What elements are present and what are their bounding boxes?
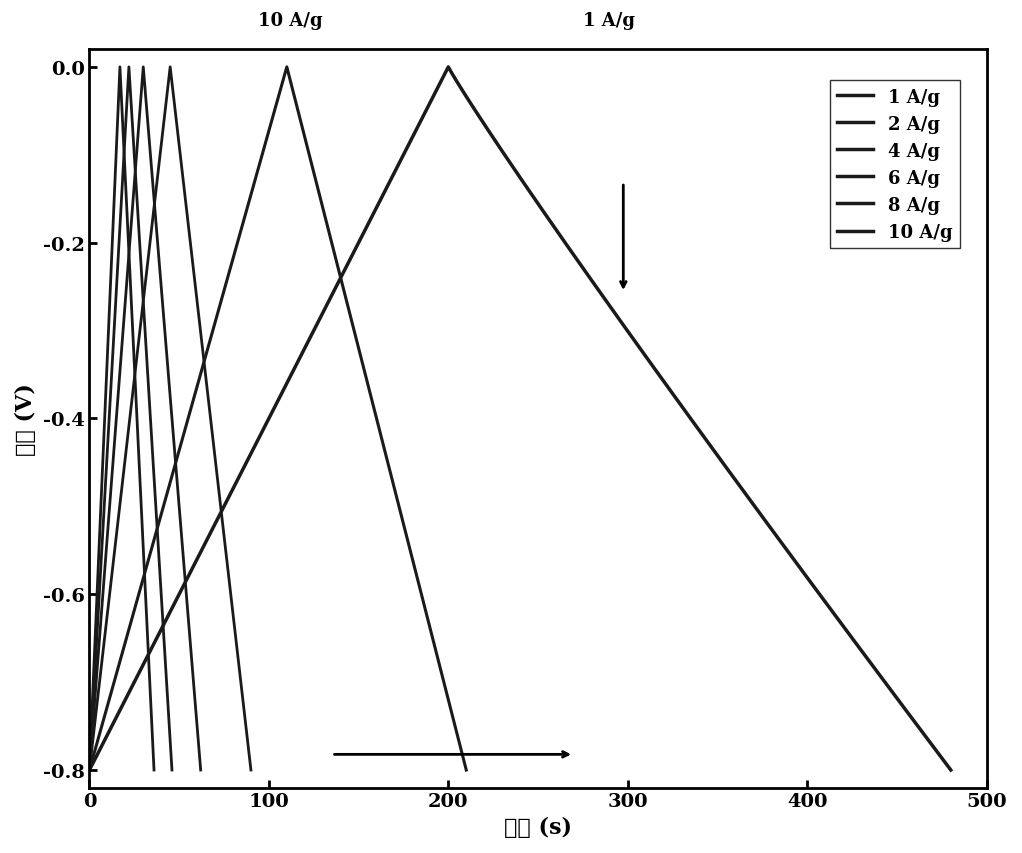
Text: 10 A/g: 10 A/g (259, 12, 323, 30)
Text: 1 A/g: 1 A/g (583, 12, 635, 30)
Y-axis label: 电压 (V): 电压 (V) (15, 382, 37, 456)
X-axis label: 时间 (s): 时间 (s) (504, 816, 572, 838)
Legend: 1 A/g, 2 A/g, 4 A/g, 6 A/g, 8 A/g, 10 A/g: 1 A/g, 2 A/g, 4 A/g, 6 A/g, 8 A/g, 10 A/… (830, 81, 960, 249)
